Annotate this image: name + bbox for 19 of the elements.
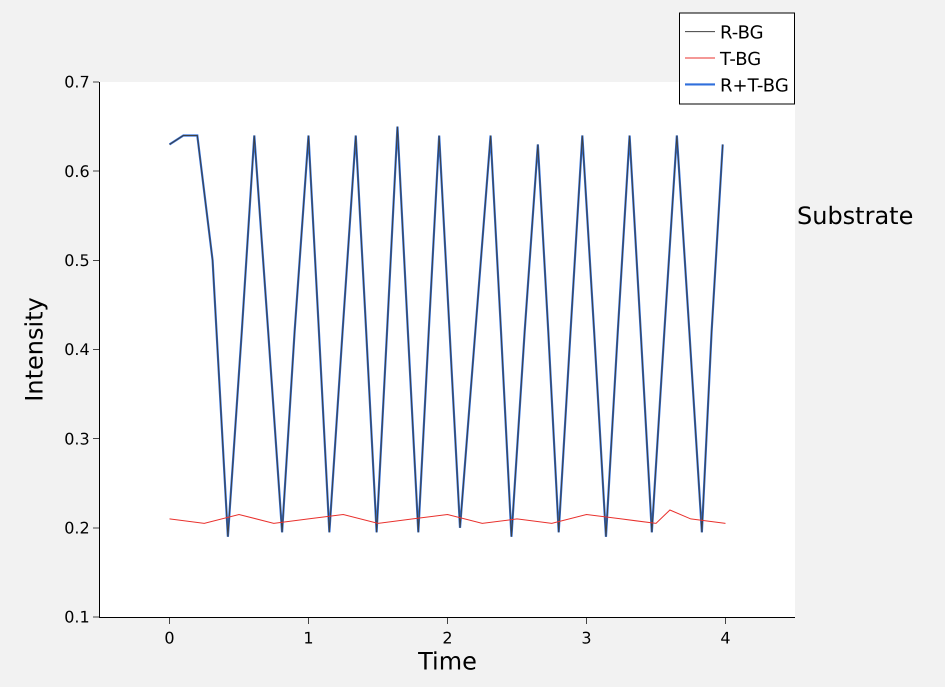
y-tick-label: 0.4 [64, 340, 90, 360]
y-tick-label: 0.3 [64, 429, 90, 448]
line-series [169, 510, 726, 524]
y-axis-title: Intensity [20, 297, 48, 402]
y-tick-label: 0.5 [64, 250, 90, 270]
y-tick-label: 0.2 [64, 518, 90, 538]
x-tick-label: 4 [720, 628, 731, 648]
x-tick-label: 1 [303, 628, 314, 648]
x-axis-title: Time [417, 648, 477, 676]
x-tick-label: 0 [164, 628, 175, 648]
legend-label: R-BG [720, 22, 764, 44]
text: Substrate [797, 202, 914, 230]
y-tick-label: 0.1 [64, 608, 90, 627]
legend-label: T-BG [719, 49, 762, 70]
y-tick-label: 0.6 [64, 162, 90, 181]
legend-label: R+T-BG [720, 75, 789, 96]
y-tick-label: 0.7 [64, 72, 90, 92]
x-tick-label: 3 [581, 628, 592, 648]
x-tick-label: 2 [442, 628, 453, 648]
